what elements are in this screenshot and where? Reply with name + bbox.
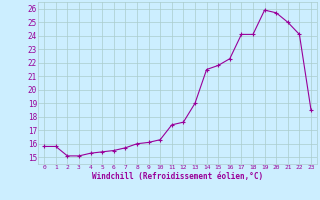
X-axis label: Windchill (Refroidissement éolien,°C): Windchill (Refroidissement éolien,°C) [92, 172, 263, 181]
